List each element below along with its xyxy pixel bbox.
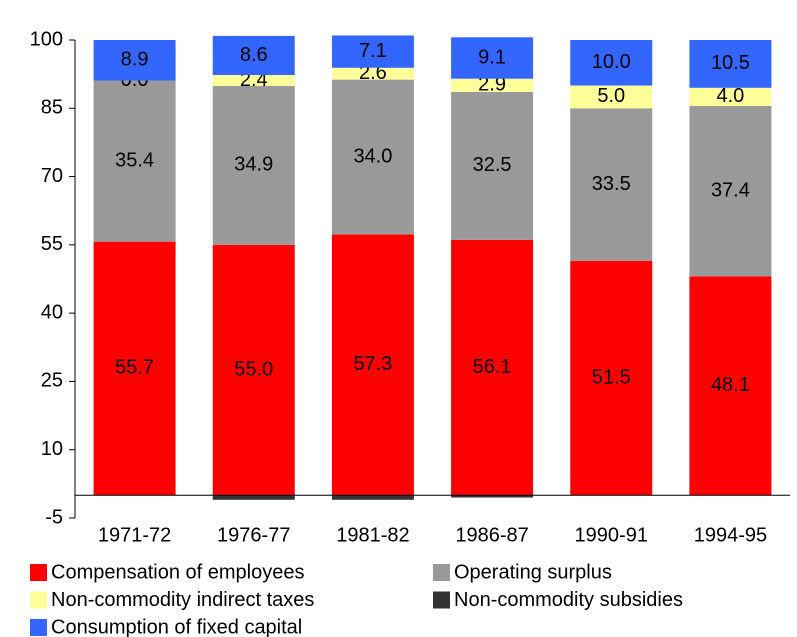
legend-marker xyxy=(433,591,450,609)
y-tick-label: 25 xyxy=(41,370,63,392)
y-tick-label: 100 xyxy=(30,28,63,50)
value-label: 51.5 xyxy=(592,366,631,388)
value-label: 37.4 xyxy=(711,179,750,201)
legend-label: Non-commodity subsidies xyxy=(454,589,683,611)
bar-segment xyxy=(331,79,414,235)
x-tick-label: 1986-87 xyxy=(455,524,528,546)
value-label: 10.0 xyxy=(592,51,631,73)
bar-segment xyxy=(212,35,295,76)
value-label: 5.0 xyxy=(597,85,625,107)
legend-label: Consumption of fixed capital xyxy=(51,616,302,637)
value-label: 10.5 xyxy=(711,52,750,74)
value-label: 34.0 xyxy=(353,145,392,167)
value-label: 8.9 xyxy=(121,49,149,71)
legend-label: Operating surplus xyxy=(454,561,612,583)
bar-segment xyxy=(689,106,772,277)
value-label: 55.7 xyxy=(115,357,154,379)
bar-segment xyxy=(451,91,534,240)
bar-segment xyxy=(689,276,772,496)
x-tick-label: 1976-77 xyxy=(217,524,290,546)
y-tick-label: 40 xyxy=(41,301,63,323)
x-tick-label: 1994-95 xyxy=(694,524,767,546)
bar-segment xyxy=(212,244,295,496)
legend-marker xyxy=(30,564,47,581)
value-label: 7.1 xyxy=(359,40,387,62)
bar-segment xyxy=(212,85,295,245)
value-label: 55.0 xyxy=(234,358,273,380)
legend-marker xyxy=(30,591,47,609)
y-tick-label: 85 xyxy=(41,97,63,119)
bar-segment xyxy=(331,35,414,68)
y-tick-label: 10 xyxy=(41,438,63,460)
value-label: 57.3 xyxy=(353,353,392,375)
bar-segment xyxy=(570,260,653,496)
value-label: 34.9 xyxy=(234,154,273,176)
x-tick-label: 1981-82 xyxy=(336,524,409,546)
bar-segment xyxy=(212,75,295,86)
value-label: 33.5 xyxy=(592,173,631,195)
x-tick-label: 1990-91 xyxy=(575,524,648,546)
bar-segment xyxy=(451,239,534,496)
value-label: 4.0 xyxy=(717,85,745,107)
value-label: 48.1 xyxy=(711,374,750,396)
legend-marker xyxy=(30,619,47,636)
bar-segment xyxy=(93,40,176,81)
bar-segment xyxy=(451,495,534,498)
bar-segment xyxy=(451,78,534,92)
y-tick-label: 70 xyxy=(41,165,63,187)
value-label: 56.1 xyxy=(473,356,512,378)
bar-segment xyxy=(570,108,653,261)
value-label: 9.1 xyxy=(478,46,506,68)
legend-label: Compensation of employees xyxy=(51,561,304,583)
bar-segment xyxy=(212,495,295,500)
value-label: 32.5 xyxy=(473,154,512,176)
value-label: 35.4 xyxy=(115,149,154,171)
bar-segment xyxy=(331,67,414,80)
value-label: 2.9 xyxy=(478,74,506,96)
value-label: 8.6 xyxy=(240,44,268,66)
bar-segment xyxy=(689,87,772,107)
legend-marker xyxy=(433,564,450,581)
y-tick-label: 55 xyxy=(41,233,63,255)
bar-segment xyxy=(93,80,176,242)
y-tick-label: -5 xyxy=(45,506,63,528)
legend-label: Non-commodity indirect taxes xyxy=(51,589,314,611)
bar-segment xyxy=(451,37,534,79)
bar-segment xyxy=(331,234,414,496)
bar-segment xyxy=(570,40,653,86)
x-tick-label: 1971-72 xyxy=(98,524,171,546)
bar-segment xyxy=(570,85,653,109)
bar-segment xyxy=(689,40,772,88)
bar-segment xyxy=(93,241,176,496)
bar-segment xyxy=(331,495,414,500)
